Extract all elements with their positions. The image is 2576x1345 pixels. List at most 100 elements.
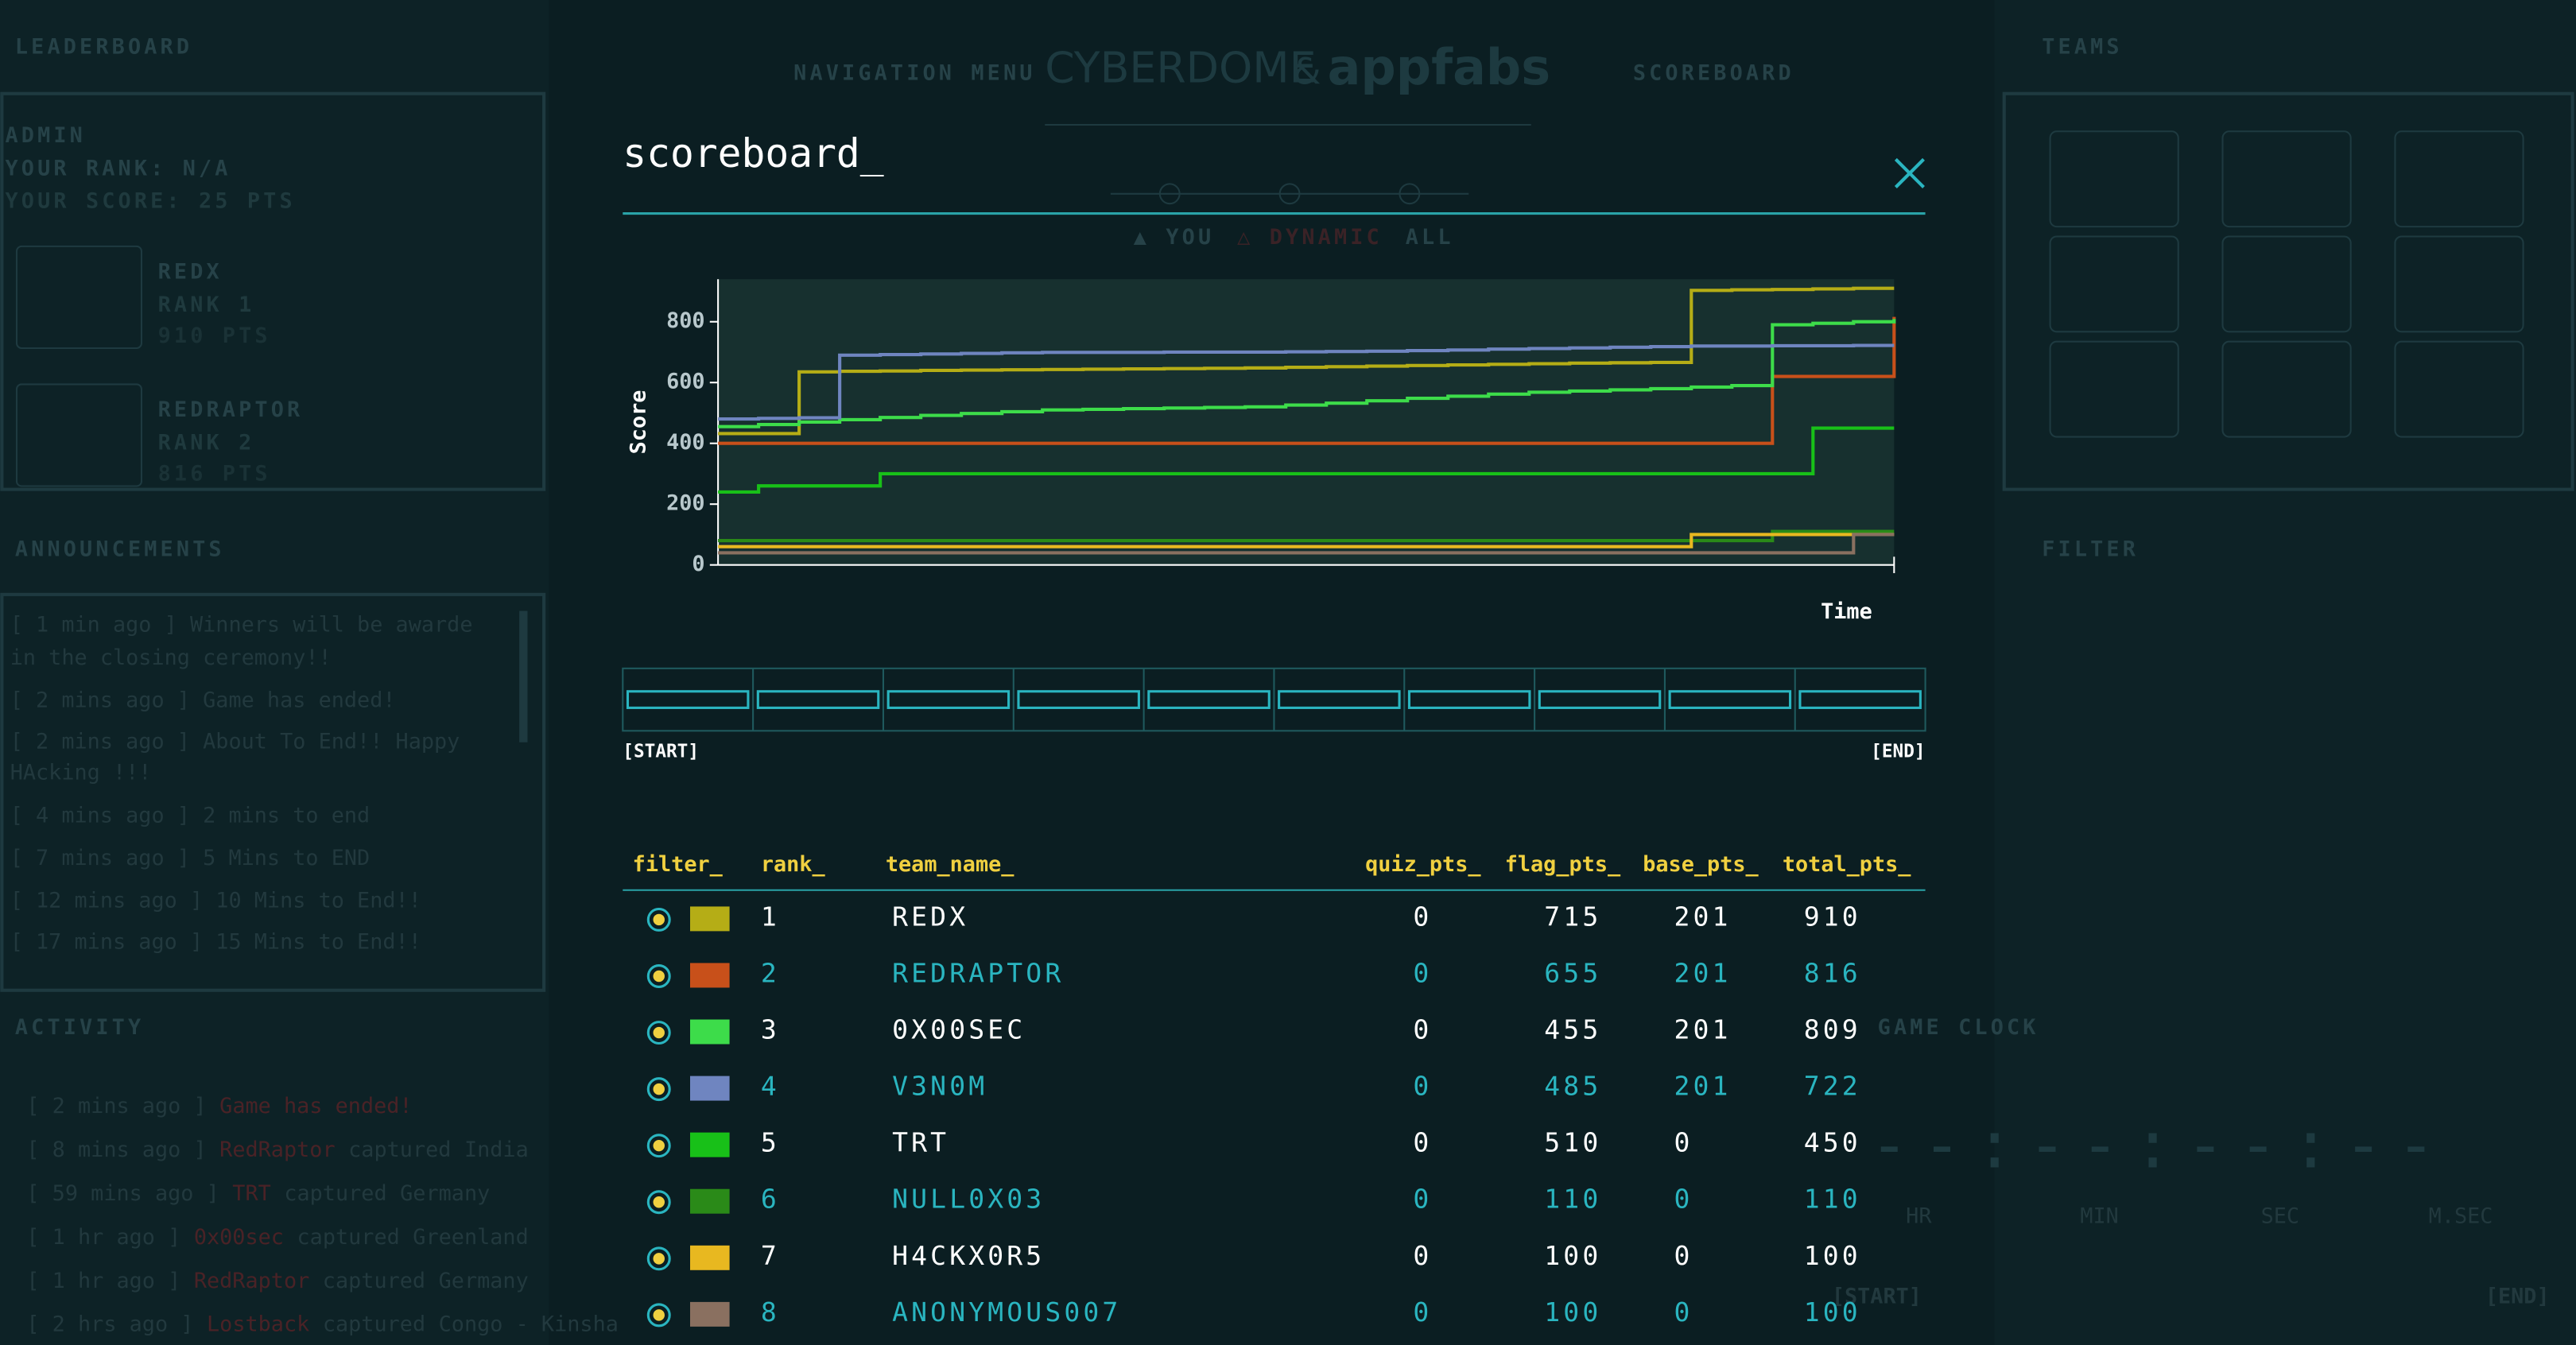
scrollbar [519, 610, 528, 742]
rank: 8 [761, 1297, 780, 1328]
flag-pts: 510 [1544, 1127, 1601, 1158]
flag-pts: 455 [1544, 1014, 1601, 1045]
rank: 2 [761, 957, 780, 988]
y-axis-label: Score [626, 390, 650, 455]
clock-unit: M.SEC [2429, 1204, 2493, 1228]
total-pts: 816 [1804, 957, 1861, 988]
table-header: quiz_pts_ [1365, 852, 1481, 877]
range-cell [756, 690, 880, 709]
filter-toggle[interactable] [646, 1246, 671, 1271]
filter-toggle[interactable] [646, 1134, 671, 1158]
series-line [718, 286, 1895, 436]
quiz-pts: 0 [1413, 957, 1432, 988]
team-icon [2049, 235, 2179, 333]
announcement: [ 2 mins ago ] About To End!! Happy [10, 729, 460, 754]
y-tick-label: 0 [692, 552, 704, 576]
team-swatch [690, 963, 730, 988]
panel-title: TEAMS [2042, 34, 2122, 59]
user-rank: YOUR RANK: N/A [6, 156, 231, 180]
filter-toggle[interactable] [646, 1190, 671, 1215]
range-cell [1798, 690, 1922, 709]
view-mode[interactable]: ALL [1406, 225, 1454, 250]
filter-toggle-dot [653, 1309, 665, 1321]
range-start: [START] [623, 742, 699, 762]
team-icon [2221, 130, 2352, 228]
flag-pts: 715 [1544, 901, 1601, 932]
activity-time: [ 1 hr ago ] [26, 1269, 180, 1293]
base-pts: 201 [1674, 957, 1731, 988]
user-name: ADMIN [6, 123, 86, 148]
team-rank: RANK 1 [158, 293, 255, 317]
logo: CYBERDOME [1045, 42, 1316, 92]
activity-verb: captured [348, 1138, 451, 1162]
team-swatch [690, 1245, 730, 1270]
filter-toggle[interactable] [646, 1021, 671, 1045]
filter-toggle-dot [653, 1083, 665, 1095]
panel-title: GAME CLOCK [1878, 1015, 2039, 1040]
rank: 5 [761, 1127, 780, 1158]
announcement: [ 1 min ago ] Winners will be awarde [10, 613, 473, 638]
range-cell [1407, 690, 1531, 709]
filter-toggle-dot [653, 1253, 665, 1265]
team-points: 910 PTS [158, 324, 271, 348]
quiz-pts: 0 [1413, 1014, 1432, 1045]
quiz-pts: 0 [1413, 901, 1432, 932]
flag-pts: 485 [1544, 1071, 1601, 1102]
panel-title: FILTER [2042, 537, 2139, 562]
announcement: in the closing ceremony!! [10, 645, 332, 670]
view-mode[interactable]: ▲ YOU [1134, 225, 1214, 250]
announcement: [ 4 mins ago ] 2 mins to end [10, 803, 370, 828]
series-line [718, 533, 1895, 555]
activity-actor: TRT [232, 1181, 270, 1206]
team-name: TRT [892, 1127, 949, 1158]
team-icon [15, 383, 143, 487]
activity-actor: Game has ended! [219, 1094, 412, 1118]
filter-toggle[interactable] [646, 907, 671, 932]
clock-end: [END] [2485, 1285, 2550, 1309]
filter-toggle-dot [653, 970, 665, 983]
total-pts: 100 [1804, 1297, 1861, 1328]
series-line [718, 529, 1895, 543]
filter-toggle[interactable] [646, 1303, 671, 1328]
clock-unit: HR [1906, 1204, 1932, 1228]
panel-box [0, 91, 546, 491]
modal-backdrop [549, 0, 1995, 1345]
filter-toggle-dot [653, 1139, 665, 1152]
filter-toggle-dot [653, 1026, 665, 1039]
flag-pts: 110 [1544, 1184, 1601, 1215]
filter-toggle[interactable] [646, 1077, 671, 1102]
filter-toggle-dot [653, 913, 665, 926]
rank: 3 [761, 1014, 780, 1045]
announcement: [ 7 mins ago ] 5 Mins to END [10, 846, 370, 870]
rank: 4 [761, 1071, 780, 1102]
team-name: REDX [158, 259, 223, 284]
panel-title: ACTIVITY [15, 1015, 144, 1040]
nav-link[interactable]: SCOREBOARD [1633, 60, 1794, 85]
table-header: rank_ [761, 852, 826, 877]
announcement: HAcking !!! [10, 761, 152, 785]
clock-display: --:--:--:-- [1869, 1107, 2449, 1184]
base-pts: 201 [1674, 901, 1731, 932]
table-header: total_pts_ [1783, 852, 1911, 877]
close-button[interactable] [1894, 157, 1925, 188]
team-icon [2221, 340, 2352, 438]
filter-toggle[interactable] [646, 964, 671, 988]
team-swatch [690, 1132, 730, 1157]
team-name: REDX [892, 901, 968, 932]
team-swatch [690, 1076, 730, 1101]
activity-verb: captured [323, 1269, 425, 1293]
nav-link[interactable]: NAVIGATION MENU [793, 60, 1035, 85]
range-cell [1538, 690, 1662, 709]
team-icon [2049, 340, 2179, 438]
table-header: filter_ [633, 852, 724, 877]
total-pts: 910 [1804, 901, 1861, 932]
announcement: [ 12 mins ago ] 10 Mins to End!! [10, 889, 421, 913]
team-icon [2394, 235, 2524, 333]
activity-verb: captured [284, 1181, 386, 1206]
view-mode[interactable]: △ DYNAMIC [1237, 225, 1383, 250]
team-icon [2221, 235, 2352, 333]
flag-pts: 655 [1544, 957, 1601, 988]
panel-title: ANNOUNCEMENTS [15, 537, 225, 562]
activity-time: [ 8 mins ago ] [26, 1138, 206, 1162]
